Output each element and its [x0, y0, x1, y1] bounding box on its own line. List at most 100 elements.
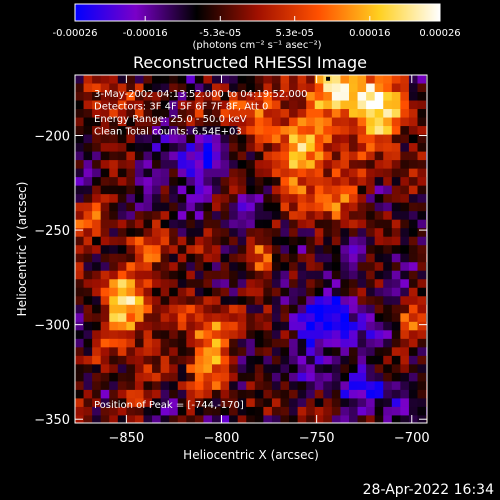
heatmap-cell	[92, 338, 102, 348]
heatmap-cell	[271, 262, 282, 272]
heatmap-cell	[408, 398, 419, 408]
heatmap-cell	[75, 398, 85, 408]
heatmap-cell	[186, 109, 196, 119]
heatmap-cell	[254, 253, 264, 263]
heatmap-cell	[75, 406, 85, 417]
heatmap-cell	[340, 338, 350, 348]
heatmap-cell	[314, 228, 324, 238]
heatmap-cell	[83, 219, 93, 229]
heatmap-cell	[297, 372, 307, 382]
heatmap-cell	[263, 219, 273, 229]
heatmap-cell	[417, 109, 427, 119]
heatmap-cell	[297, 253, 307, 263]
heatmap-cell	[109, 398, 119, 408]
heatmap-cell	[237, 338, 247, 348]
heatmap-cell	[408, 194, 419, 204]
heatmap-cell	[186, 398, 196, 408]
heatmap-cell	[237, 296, 247, 306]
heatmap-cell	[177, 372, 187, 382]
heatmap-cell	[169, 338, 179, 348]
heatmap-cell	[271, 330, 282, 340]
heatmap-cell	[186, 202, 196, 212]
heatmap-cell	[391, 304, 401, 314]
heatmap-cell	[400, 143, 410, 153]
heatmap-cell	[117, 194, 127, 204]
chart-title: Reconstructed RHESSI Image	[133, 53, 367, 72]
heatmap-cell	[383, 83, 393, 93]
heatmap-cell	[237, 211, 247, 221]
heatmap-cell	[280, 177, 290, 187]
heatmap-cell	[134, 415, 145, 423]
heatmap-cell	[280, 313, 290, 323]
heatmap-cell	[194, 364, 205, 374]
heatmap-cell	[323, 253, 333, 263]
heatmap-cell	[306, 347, 316, 357]
heatmap-cell	[400, 270, 410, 280]
heatmap-cell	[297, 304, 307, 314]
heatmap-cell	[400, 287, 410, 297]
heatmap-cell	[143, 355, 153, 365]
heatmap-cell	[246, 75, 256, 85]
heatmap-cell	[194, 126, 205, 136]
heatmap-cell	[340, 321, 350, 331]
heatmap-cell	[306, 100, 316, 110]
heatmap-cell	[177, 185, 187, 195]
heatmap-cell	[254, 117, 264, 127]
heatmap-cell	[211, 202, 222, 212]
heatmap-cell	[237, 398, 247, 408]
heatmap-cell	[126, 219, 136, 229]
heatmap-cell	[348, 406, 359, 417]
x-tick-label: −750	[299, 431, 335, 446]
heatmap-cell	[211, 304, 222, 314]
heatmap-cell	[366, 185, 376, 195]
heatmap-cell	[383, 262, 393, 272]
heatmap-cell	[297, 160, 307, 170]
heatmap-cell	[134, 355, 145, 365]
heatmap-cell	[134, 245, 145, 255]
heatmap-cell	[289, 83, 299, 93]
heatmap-cell	[306, 279, 316, 289]
heatmap-cell	[186, 219, 196, 229]
heatmap-cell	[297, 143, 307, 153]
heatmap-cell	[186, 355, 196, 365]
heatmap-cell	[314, 245, 324, 255]
heatmap-cell	[348, 372, 359, 382]
x-tick-label: −700	[394, 431, 430, 446]
heatmap-cell	[271, 151, 282, 161]
heatmap-cell	[357, 330, 367, 340]
heatmap-cell	[203, 245, 213, 255]
heatmap-cell	[340, 143, 350, 153]
heatmap-cell	[160, 296, 170, 306]
heatmap-cell	[331, 262, 342, 272]
heatmap-cell	[92, 236, 102, 246]
heatmap-cell	[391, 160, 401, 170]
heatmap-cell	[220, 381, 230, 391]
heatmap-cell	[220, 279, 230, 289]
heatmap-cell	[203, 92, 213, 102]
heatmap-cell	[117, 389, 127, 400]
heatmap-cell	[391, 372, 401, 382]
heatmap-cell	[331, 313, 342, 323]
heatmap-cell	[83, 364, 93, 374]
heatmap-cell	[357, 194, 367, 204]
heatmap-cell	[109, 279, 119, 289]
heatmap-cell	[237, 270, 247, 280]
heatmap-cell	[220, 270, 230, 280]
heatmap-cell	[254, 100, 264, 110]
heatmap-cell	[417, 219, 427, 229]
heatmap-cell	[374, 211, 384, 221]
heatmap-cell	[117, 151, 127, 161]
heatmap-cell	[374, 381, 384, 391]
heatmap-cell	[417, 296, 427, 306]
heatmap-cell	[203, 185, 213, 195]
heatmap-cell	[203, 228, 213, 238]
heatmap-cell	[134, 313, 145, 323]
heatmap-cell	[306, 236, 316, 246]
heatmap-cell	[237, 177, 247, 187]
heatmap-cell	[254, 338, 264, 348]
heatmap-cell	[297, 330, 307, 340]
heatmap-cell	[348, 389, 359, 400]
heatmap-cell	[109, 126, 119, 136]
heatmap-cell	[169, 109, 179, 119]
heatmap-cell	[391, 202, 401, 212]
